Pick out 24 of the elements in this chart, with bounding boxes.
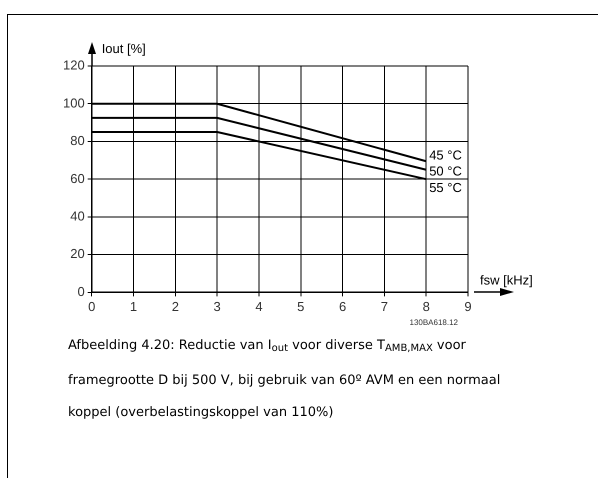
x-tick-label: 6 bbox=[338, 298, 346, 314]
y-tick-label: 40 bbox=[70, 208, 85, 224]
x-tick-label: 8 bbox=[422, 298, 430, 314]
y-tick-label: 100 bbox=[62, 95, 85, 110]
y-axis-title: Iout [%] bbox=[102, 41, 146, 56]
x-tick-label: 5 bbox=[297, 298, 304, 314]
x-tick-label: 1 bbox=[130, 298, 138, 314]
x-tick-label: 7 bbox=[380, 298, 388, 314]
y-tick-label: 0 bbox=[77, 284, 85, 299]
x-axis-title: fsw [kHz] bbox=[480, 272, 533, 288]
y-tick-label: 20 bbox=[70, 246, 85, 262]
y-tick-label: 60 bbox=[70, 170, 85, 186]
x-tick-label: 4 bbox=[255, 298, 263, 314]
series-label: 50 °C bbox=[429, 163, 462, 178]
series-label: 55 °C bbox=[429, 180, 462, 195]
x-tick-label: 3 bbox=[214, 298, 221, 314]
text: 130BA618.12 bbox=[410, 318, 458, 327]
y-tick-label: 120 bbox=[62, 58, 85, 73]
y-tick-label: 80 bbox=[70, 133, 85, 148]
x-tick-label: 2 bbox=[172, 298, 179, 314]
x-tick-label: 0 bbox=[88, 298, 96, 314]
x-tick-label: 9 bbox=[464, 298, 472, 314]
text: Afbeelding 4.20: Reductie van I$_{out}$ voor diverse T$_{AMB,MAX}$ voor framegrootte D bij 500 V, bij gebruik van 60º AVM en een normaal koppel (overbelastingskoppel van 110%) bbox=[68, 338, 500, 420]
series-label: 45 °C bbox=[429, 148, 462, 163]
